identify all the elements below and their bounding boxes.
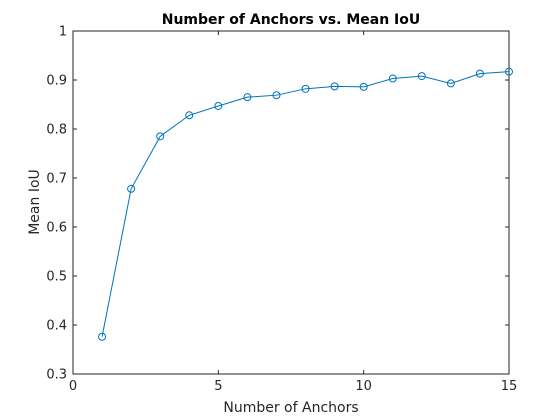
chart-title: Number of Anchors vs. Mean IoU bbox=[162, 12, 421, 28]
data-point bbox=[272, 91, 281, 100]
data-point bbox=[388, 74, 397, 83]
series-line bbox=[101, 71, 510, 337]
y-axis-label: Mean IoU bbox=[27, 169, 43, 235]
x-tick-label: 15 bbox=[501, 379, 518, 394]
data-point bbox=[156, 132, 165, 141]
data-point bbox=[446, 79, 455, 88]
y-tick-label: 1 bbox=[59, 25, 67, 40]
x-tick-label: 5 bbox=[214, 379, 222, 394]
data-point bbox=[301, 84, 310, 93]
y-tick-label: 0.6 bbox=[46, 221, 67, 236]
y-tick-label: 0.3 bbox=[46, 368, 67, 383]
x-tick-label: 0 bbox=[69, 379, 77, 394]
y-tick-label: 0.7 bbox=[46, 172, 67, 187]
series-markers bbox=[98, 67, 513, 341]
data-point bbox=[417, 72, 426, 81]
data-point bbox=[185, 111, 194, 120]
tick-marks bbox=[72, 30, 510, 375]
x-tick-labels: 0 5 10 15 bbox=[69, 379, 517, 394]
data-point bbox=[243, 93, 252, 102]
y-tick-label: 0.5 bbox=[46, 270, 67, 285]
data-point bbox=[98, 332, 107, 341]
data-point bbox=[214, 101, 223, 110]
y-tick-label: 0.8 bbox=[46, 123, 67, 138]
data-point bbox=[475, 69, 484, 78]
x-tick-label: 10 bbox=[355, 379, 372, 394]
plot-area bbox=[72, 30, 510, 375]
y-tick-labels: 0.3 0.4 0.5 0.6 0.7 0.8 0.9 1 bbox=[46, 25, 67, 383]
data-point bbox=[505, 67, 513, 76]
y-tick-label: 0.9 bbox=[46, 74, 67, 89]
y-tick-label: 0.4 bbox=[46, 319, 67, 334]
data-point bbox=[127, 184, 136, 193]
data-point bbox=[359, 82, 368, 91]
x-axis-label: Number of Anchors bbox=[223, 400, 358, 416]
data-point bbox=[330, 82, 339, 91]
